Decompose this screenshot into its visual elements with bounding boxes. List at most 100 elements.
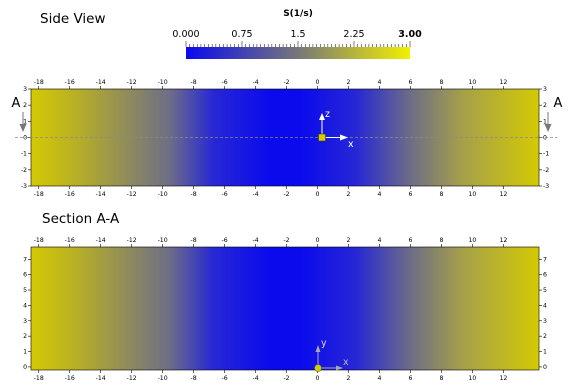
x-tick-label: 12: [499, 79, 507, 86]
x-tick-label: -12: [127, 237, 137, 244]
x-tick-label: -8: [191, 79, 197, 86]
x-tick-label: -16: [65, 375, 75, 382]
y-tick-label: 7: [23, 256, 27, 263]
section-aa-field: [31, 247, 539, 370]
y-tick-label: 6: [543, 272, 547, 279]
x-tick-label: -14: [96, 191, 106, 198]
y-tick-label: -1: [21, 151, 27, 158]
y-tick-label: -2: [21, 167, 27, 174]
y-tick-label: 1: [23, 349, 27, 356]
x-tick-label: -18: [34, 79, 44, 86]
x-tick-label: 4: [378, 191, 382, 198]
side-view-title: Side View: [40, 11, 106, 27]
x-tick-label: -10: [158, 79, 168, 86]
axis-label-x: x: [343, 357, 349, 368]
x-tick-label: 0: [316, 191, 320, 198]
x-tick-label: -6: [222, 375, 228, 382]
x-tick-label: 10: [468, 79, 476, 86]
y-tick-label: 3: [23, 86, 27, 93]
x-tick-label: -6: [222, 191, 228, 198]
x-tick-label: -14: [96, 237, 106, 244]
colorbar-label-2: 1.5: [290, 29, 305, 40]
side-view-plot: -18-18-16-16-14-14-12-12-10-10-8-8-6-6-4…: [12, 79, 563, 198]
x-tick-label: -10: [158, 375, 168, 382]
section-aa-plot: -18 -18 -16 -16 -14 -14 -12 -12 -10 -10 -8 -8 -6 -6 -4…: [23, 237, 547, 382]
x-tick-label: -2: [283, 79, 289, 86]
y-tick-label: 4: [23, 302, 27, 309]
colorbar-gradient: [186, 47, 410, 59]
x-tick-label: 6: [408, 237, 412, 244]
y-tick-label: 3: [23, 318, 27, 325]
y-tick-label: 0: [23, 135, 27, 142]
colorbar: S(1/s) 0.000 0.75 1.5 2.25 3.00: [172, 9, 422, 59]
colorbar-label-1: 0.75: [231, 29, 252, 40]
x-tick-label: -6: [222, 237, 228, 244]
x-tick-label: -8: [191, 237, 197, 244]
x-tick-label: -16: [65, 237, 75, 244]
x-tick-label: -10: [158, 191, 168, 198]
x-tick-label: 2: [347, 79, 351, 86]
y-tick-label: 0: [23, 364, 27, 371]
section-aa-frame: [30, 246, 540, 371]
x-tick-label: -14: [96, 375, 106, 382]
axes-triad-icon: y x: [314, 338, 349, 372]
y-tick-label: -3: [543, 183, 549, 190]
arrow-down-icon: [544, 112, 552, 132]
x-tick-label: -12: [127, 191, 137, 198]
x-tick-label: 0: [316, 79, 320, 86]
x-tick-label: 10: [468, 375, 476, 382]
section-aa-axes: -18 -18 -16 -16 -14 -14 -12 -12 -10 -10 -8 -8 -6 -6 -4…: [23, 237, 547, 382]
x-tick-label: 2: [347, 191, 351, 198]
y-tick-label: 1: [543, 118, 547, 125]
axis-label-x: x: [348, 139, 354, 150]
x-tick-label: -18: [34, 375, 44, 382]
axis-label-y: y: [321, 338, 327, 349]
x-tick-label: -18: [34, 237, 44, 244]
x-tick-label: -2: [283, 375, 289, 382]
y-tick-label: 2: [23, 102, 27, 109]
x-tick-label: -4: [252, 237, 258, 244]
x-tick-label: -8: [191, 191, 197, 198]
x-tick-label: 2: [347, 237, 351, 244]
y-tick-label: 2: [543, 102, 547, 109]
x-tick-label: 8: [439, 191, 443, 198]
x-tick-label: 10: [468, 237, 476, 244]
y-tick-label: 6: [23, 272, 27, 279]
x-tick-label: -8: [191, 375, 197, 382]
y-tick-label: 5: [543, 287, 547, 294]
x-tick-label: -12: [127, 79, 137, 86]
x-tick-label: -4: [252, 191, 258, 198]
x-tick-label: 12: [499, 237, 507, 244]
y-tick-label: 7: [543, 256, 547, 263]
x-tick-label: -14: [96, 79, 106, 86]
colorbar-ticks: [185, 41, 411, 47]
x-tick-label: -4: [252, 79, 258, 86]
x-tick-label: 4: [378, 375, 382, 382]
origin-marker: [314, 364, 322, 372]
axis-label-z: z: [325, 109, 330, 120]
colorbar-title: S(1/s): [283, 9, 313, 19]
x-tick-label: -2: [283, 237, 289, 244]
x-tick-label: 6: [408, 375, 412, 382]
section-marker-right: A: [554, 96, 563, 111]
side-view-axes: -18-18-16-16-14-14-12-12-10-10-8-8-6-6-4…: [21, 79, 549, 198]
x-tick-label: 6: [408, 191, 412, 198]
x-tick-label: 4: [378, 79, 382, 86]
y-tick-label: 4: [543, 302, 547, 309]
x-tick-label: 6: [408, 79, 412, 86]
origin-marker: [318, 133, 326, 142]
section-marker-left: A: [12, 96, 21, 111]
x-tick-label: 10: [468, 191, 476, 198]
y-tick-label: 2: [23, 333, 27, 340]
y-tick-label: 1: [23, 118, 27, 125]
y-tick-label: 0: [543, 135, 547, 142]
colorbar-label-0: 0.000: [172, 29, 199, 40]
x-tick-label: -4: [252, 375, 258, 382]
y-tick-label: 1: [543, 349, 547, 356]
x-tick-label: 12: [499, 191, 507, 198]
y-tick-label: -3: [21, 183, 27, 190]
x-tick-label: 0: [316, 375, 320, 382]
x-tick-label: 8: [439, 375, 443, 382]
colorbar-label-3: 2.25: [343, 29, 364, 40]
x-tick-label: -6: [222, 79, 228, 86]
